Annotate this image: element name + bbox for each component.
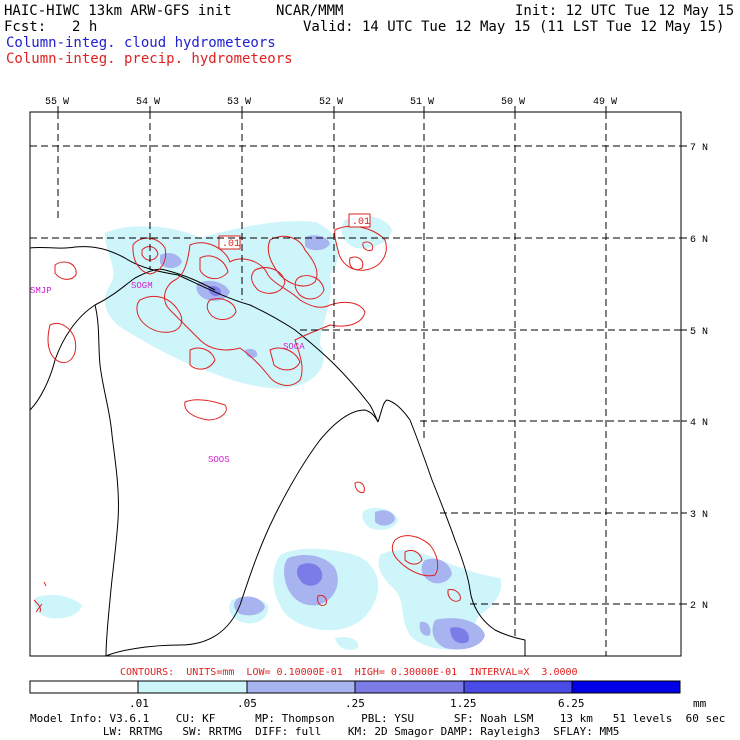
fcst-value: 2 h <box>72 19 98 35</box>
lon-label-49w: 49 W <box>593 97 617 108</box>
model-info-line2: LW: RRTMG SW: RRTMG DIFF: full KM: 2D Sm… <box>30 725 620 738</box>
lon-label-51w: 51 W <box>410 97 434 108</box>
lat-label-7n: 7 N <box>690 143 708 154</box>
legend-label-625: 6.25 <box>558 697 585 710</box>
lat-label-5n: 5 N <box>690 327 708 338</box>
field-cloud-label: Column-integ. cloud hydrometeors <box>6 35 276 51</box>
fcst-label: Fcst: <box>4 19 47 35</box>
lat-label-6n: 6 N <box>690 235 708 246</box>
lat-label-4n: 4 N <box>690 418 708 429</box>
contour-label-2 <box>348 213 371 228</box>
lon-label-52w: 52 W <box>319 97 343 108</box>
contours-info: CONTOURS: UNITS=mm LOW= 0.10000E-01 HIGH… <box>120 667 578 678</box>
lon-label-53w: 53 W <box>227 97 251 108</box>
model-title: HAIC-HIWC 13km ARW-GFS init <box>4 3 232 19</box>
legend-label-125: 1.25 <box>450 697 477 710</box>
legend-colorbar <box>29 680 681 694</box>
field-precip-label: Column-integ. precip. hydrometeors <box>6 51 293 67</box>
init-time: Init: 12 UTC Tue 12 May 15 <box>515 3 735 19</box>
lon-label-55w: 55 W <box>45 97 69 108</box>
lat-label-3n: 3 N <box>690 510 708 521</box>
lat-label-2n: 2 N <box>690 601 708 612</box>
axis-ticks <box>57 106 687 605</box>
legend-label-25: .25 <box>345 697 365 710</box>
station-sogm: SOGM <box>131 281 153 291</box>
lon-label-50w: 50 W <box>501 97 525 108</box>
center-name: NCAR/MMM <box>276 3 344 19</box>
contour-label-text-1: .01 <box>222 239 240 250</box>
legend-unit: mm <box>693 697 707 710</box>
lon-label-54w: 54 W <box>136 97 160 108</box>
precip-contours <box>33 225 461 613</box>
legend-label-01: .01 <box>129 697 149 710</box>
legend-label-05: .05 <box>237 697 257 710</box>
station-smjp: SMJP <box>30 286 52 296</box>
station-soos: SOOS <box>208 455 230 465</box>
model-info-line1: Model Info: V3.6.1 CU: KF MP: Thompson P… <box>30 712 726 725</box>
contour-label-1 <box>218 235 241 250</box>
graticule <box>30 112 681 656</box>
contour-label-text-2: .01 <box>352 217 370 228</box>
valid-time: Valid: 14 UTC Tue 12 May 15 (11 LST Tue … <box>303 19 725 35</box>
station-soca: SOCA <box>283 342 305 352</box>
